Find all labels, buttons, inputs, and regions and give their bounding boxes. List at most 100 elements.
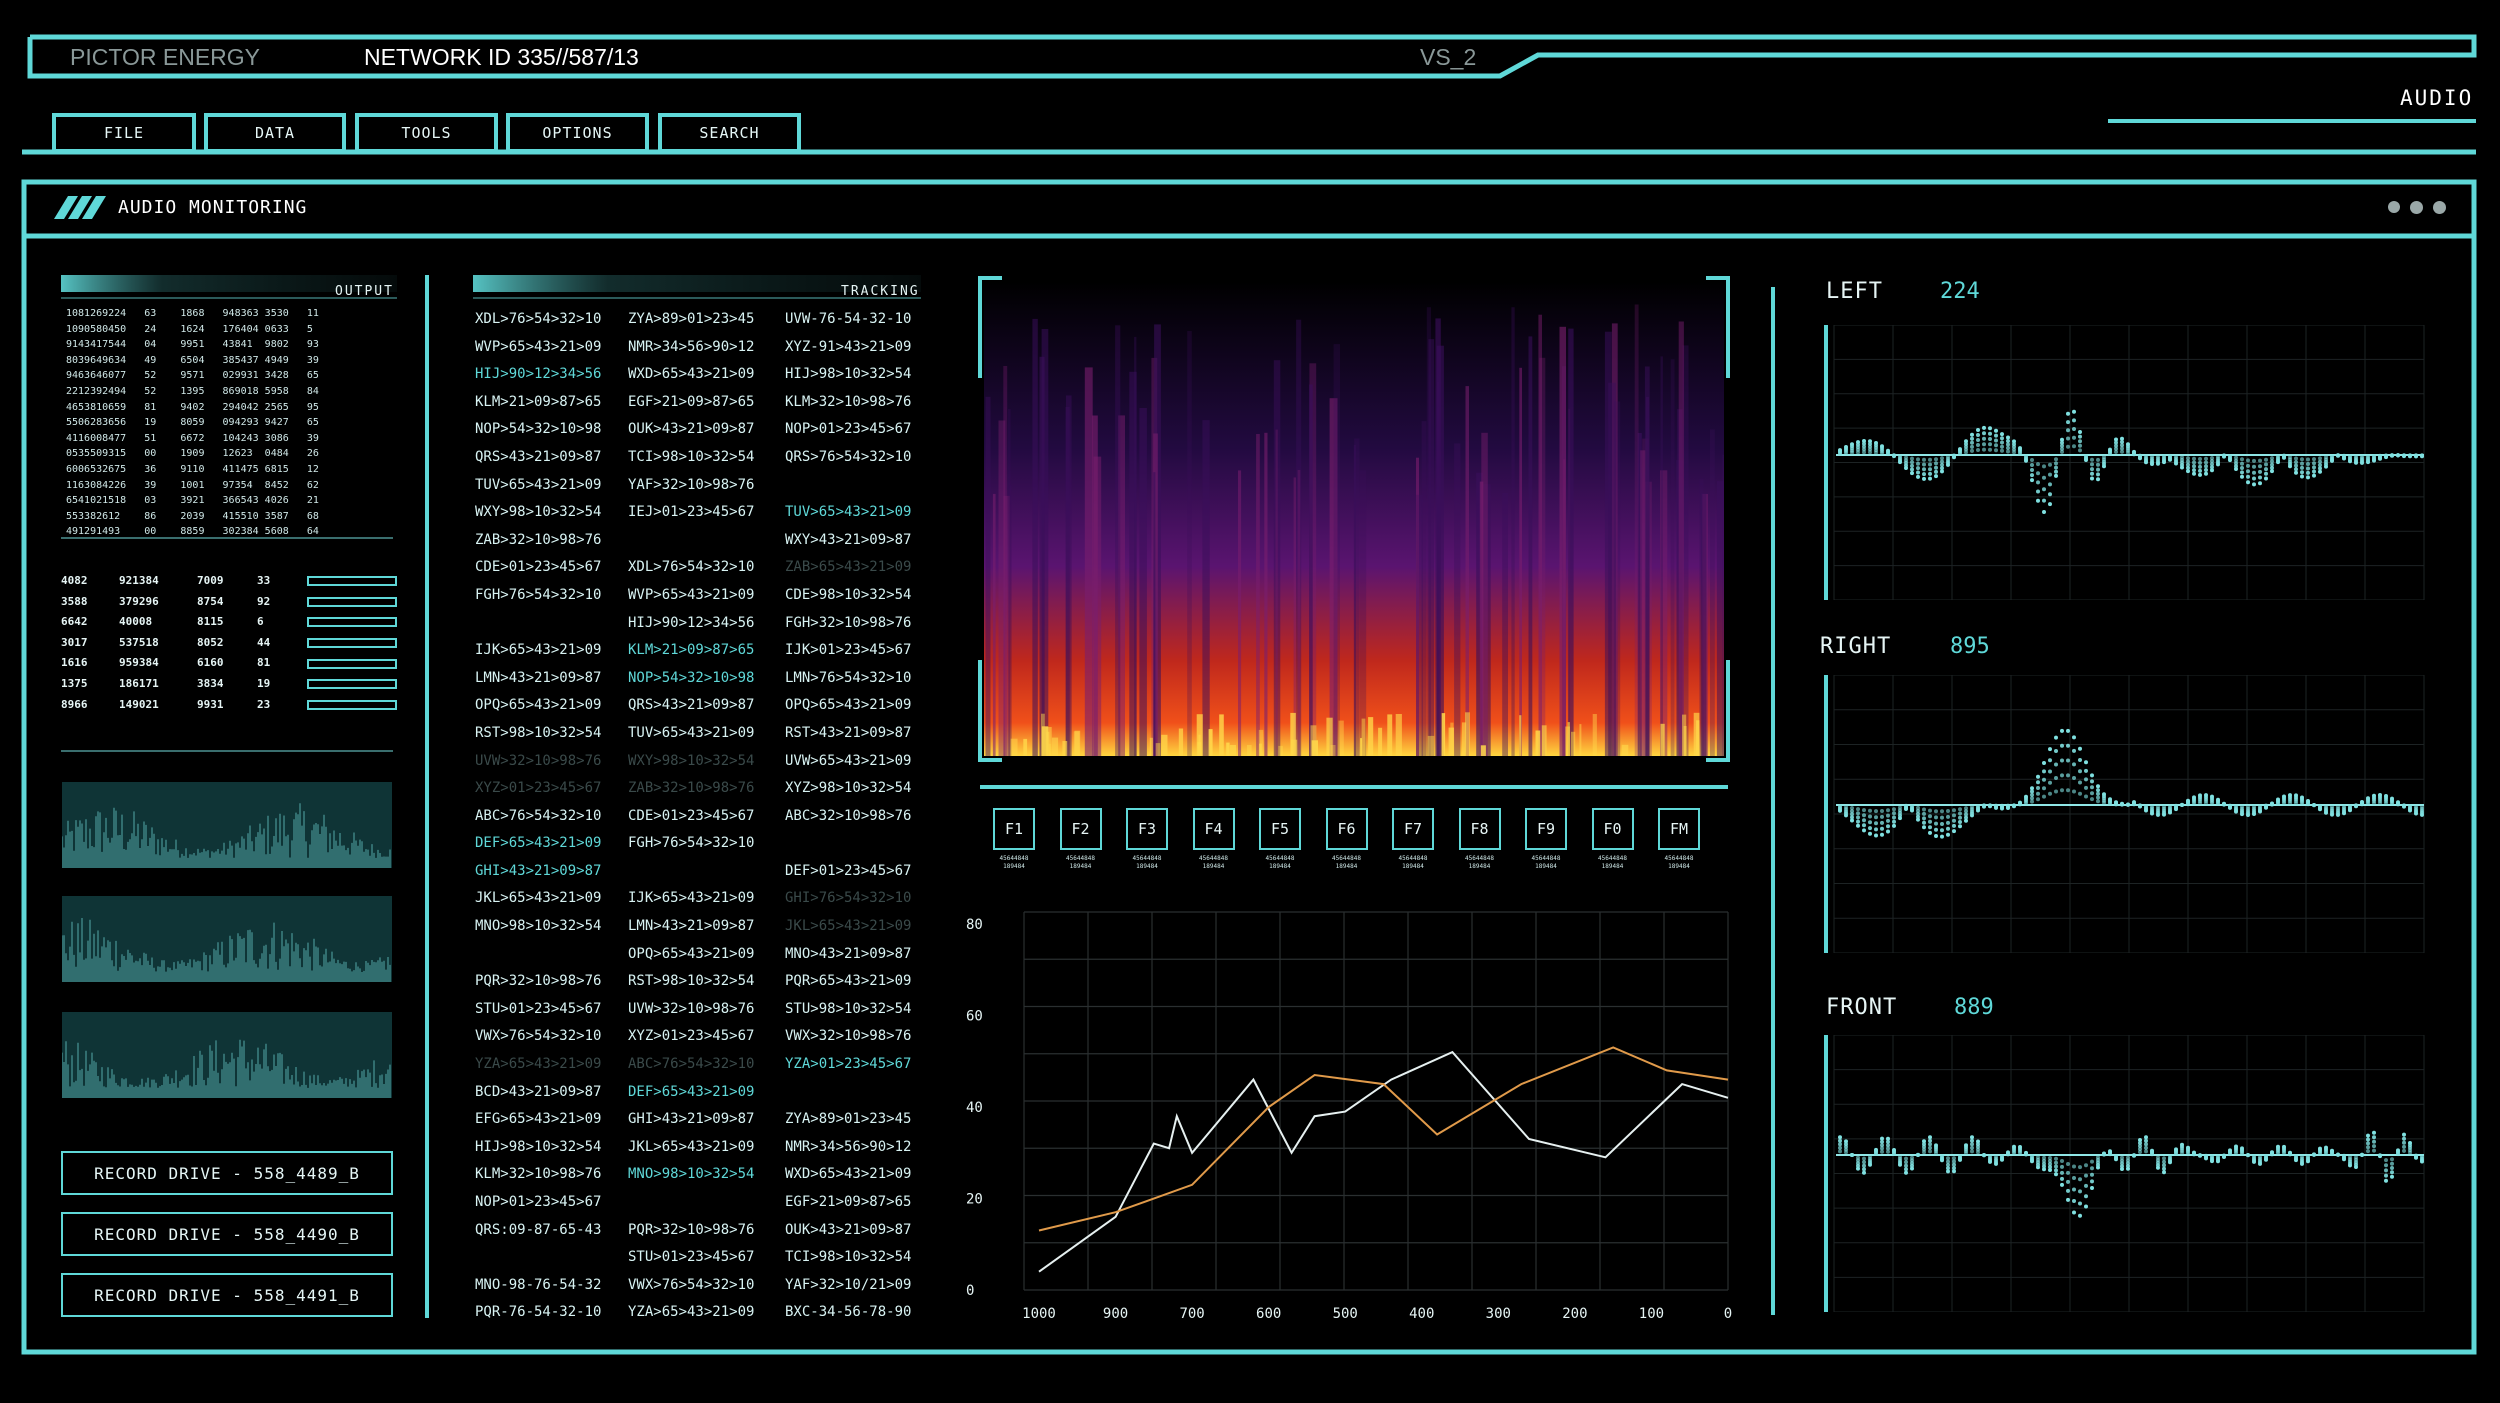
waveform-dots <box>1838 409 2424 514</box>
tracking-row: VWX>76>54>32>10 <box>475 1028 602 1045</box>
dot-icon[interactable] <box>2388 201 2400 213</box>
filter-button[interactable]: F7 <box>1392 808 1434 850</box>
waveform-dot <box>2252 1159 2256 1164</box>
filter-sublabel: 45644848 189484 <box>1598 855 1627 870</box>
waveform-dot <box>1892 454 1896 459</box>
waveform-dot <box>1928 471 1932 476</box>
waveform-dot <box>2060 443 2064 448</box>
waveform-dot <box>2054 461 2058 466</box>
tracking-col-3: UVW-76-54-32-10 XYZ-91>43>21>09 HIJ>98>10>… <box>785 306 911 1327</box>
dot-icon[interactable] <box>2410 201 2423 214</box>
dot-icon[interactable] <box>2433 201 2446 214</box>
filter-button[interactable]: F6 <box>1325 808 1368 850</box>
tracking-row: RST>43>21>09>87 <box>785 724 912 741</box>
waveform-dot <box>1976 443 1980 447</box>
filter-button[interactable]: F2 <box>1059 808 1102 850</box>
filter-button[interactable]: F3 <box>1126 808 1168 850</box>
spectrogram-peak <box>1682 714 1687 756</box>
waveform-dot <box>1940 815 1944 820</box>
spectrogram-band <box>1481 432 1488 756</box>
waveform-dot <box>2228 1148 2232 1153</box>
menu-options[interactable]: OPTIONS <box>506 113 649 153</box>
waveform-dot <box>2150 811 2154 816</box>
stats-row: 4082 921384 7009 33 <box>61 571 397 592</box>
record-drive-button[interactable]: RECORD DRIVE - 558_4490_B <box>61 1212 393 1256</box>
waveform-dot <box>2408 454 2412 459</box>
waveform-dot <box>1970 1149 1974 1154</box>
waveform-dot <box>2060 449 2064 454</box>
waveform-dot <box>2354 804 2358 809</box>
filter-button[interactable]: F0 <box>1591 808 1634 850</box>
menu-file[interactable]: FILE <box>52 113 196 153</box>
stats-cell: 33 <box>257 574 271 587</box>
menu-tools[interactable]: TOOLS <box>355 113 498 153</box>
waveform-dot <box>2114 449 2118 454</box>
waveform-dot <box>2204 468 2208 472</box>
waveform-dot <box>2096 791 2100 796</box>
filter-button[interactable]: F1 <box>993 808 1035 850</box>
output-row: 8039649634 49 6504 385437 4949 39 <box>66 354 319 366</box>
tracking-row: TCI>98>10>32>54 <box>785 1249 912 1266</box>
filter-button[interactable]: F5 <box>1259 808 1301 850</box>
spectrogram-peak <box>1330 745 1336 756</box>
waveform-dot <box>2222 801 2226 806</box>
spectrogram-band <box>1009 485 1012 756</box>
waveform-dot <box>2384 455 2388 460</box>
stats-row: 3017 537518 8052 44 <box>61 633 397 654</box>
version-label: VS_2 <box>1420 44 1477 70</box>
record-drive-button[interactable]: RECORD DRIVE - 558_4489_B <box>61 1151 393 1195</box>
waveform-dot <box>2090 1166 2094 1171</box>
waveform-dot <box>2324 1145 2328 1150</box>
waveform-dot <box>2156 461 2160 466</box>
waveform-dot <box>2036 780 2040 785</box>
stats-table: 4082 921384 7009 33 3588 379296 8754 92 6642 4000… <box>61 571 397 715</box>
waveform-dot <box>2060 1164 2064 1169</box>
spectrogram-peak <box>1198 734 1201 756</box>
waveform-dot <box>2264 805 2268 810</box>
waveform-dot <box>2096 472 2100 477</box>
window-controls[interactable] <box>2388 201 2446 214</box>
filter-sublabel: 45644848 189484 <box>1465 855 1494 870</box>
waveform-dot <box>2342 811 2346 816</box>
waveform-dot <box>1976 433 1980 437</box>
waveform-dot <box>2030 468 2034 472</box>
spectrogram-band <box>1041 329 1049 756</box>
spectrogram-band <box>1039 356 1045 756</box>
tracking-row: NOP>54>32>10>98 <box>475 421 602 438</box>
tracking-row: NOP>01>23>45>67 <box>785 421 912 438</box>
waveform-dot <box>2300 474 2304 479</box>
waveform-dot <box>2162 1163 2166 1168</box>
tracking-row: CDE>98>10>32>54 <box>785 586 912 603</box>
waveform-dot <box>2234 467 2238 471</box>
waveform-dot <box>2150 1148 2154 1153</box>
filter-button[interactable]: F9 <box>1525 808 1567 850</box>
waveform-dot <box>2294 793 2298 798</box>
waveform-dot <box>2060 1176 2064 1181</box>
waveform-dot <box>1856 440 1860 445</box>
waveform-dot <box>1844 813 1848 818</box>
waveform-dot <box>2186 459 2190 464</box>
tracking-row <box>628 858 754 886</box>
menu-search[interactable]: SEARCH <box>658 113 801 153</box>
chart-series-line <box>1038 1046 1729 1232</box>
record-drive-button[interactable]: RECORD DRIVE - 558_4491_B <box>61 1273 393 1317</box>
waveform-dot <box>2234 461 2238 466</box>
filter-button[interactable]: F8 <box>1458 808 1501 850</box>
waveform-dot <box>1946 809 1950 813</box>
spectrogram-band <box>1538 314 1542 756</box>
waveform-dot <box>2162 1170 2166 1175</box>
menu-data[interactable]: DATA <box>204 113 346 153</box>
spectrogram-peak <box>1592 714 1597 756</box>
waveform-dot <box>2060 440 2064 445</box>
waveform-dot <box>2240 461 2244 466</box>
waveform-dot <box>2306 462 2310 466</box>
waveform-dot <box>2300 470 2304 475</box>
waveform-dot <box>1868 439 1872 444</box>
filter-button[interactable]: FM <box>1658 808 1700 850</box>
waveform-dot <box>2300 795 2304 800</box>
filter-button[interactable]: F4 <box>1192 808 1235 850</box>
waveform-dot <box>2096 784 2100 789</box>
waveform-dot <box>1958 815 1962 820</box>
waveform-dot <box>1964 818 1968 823</box>
tracking-row: FGH>76>54>32>10 <box>628 835 755 852</box>
